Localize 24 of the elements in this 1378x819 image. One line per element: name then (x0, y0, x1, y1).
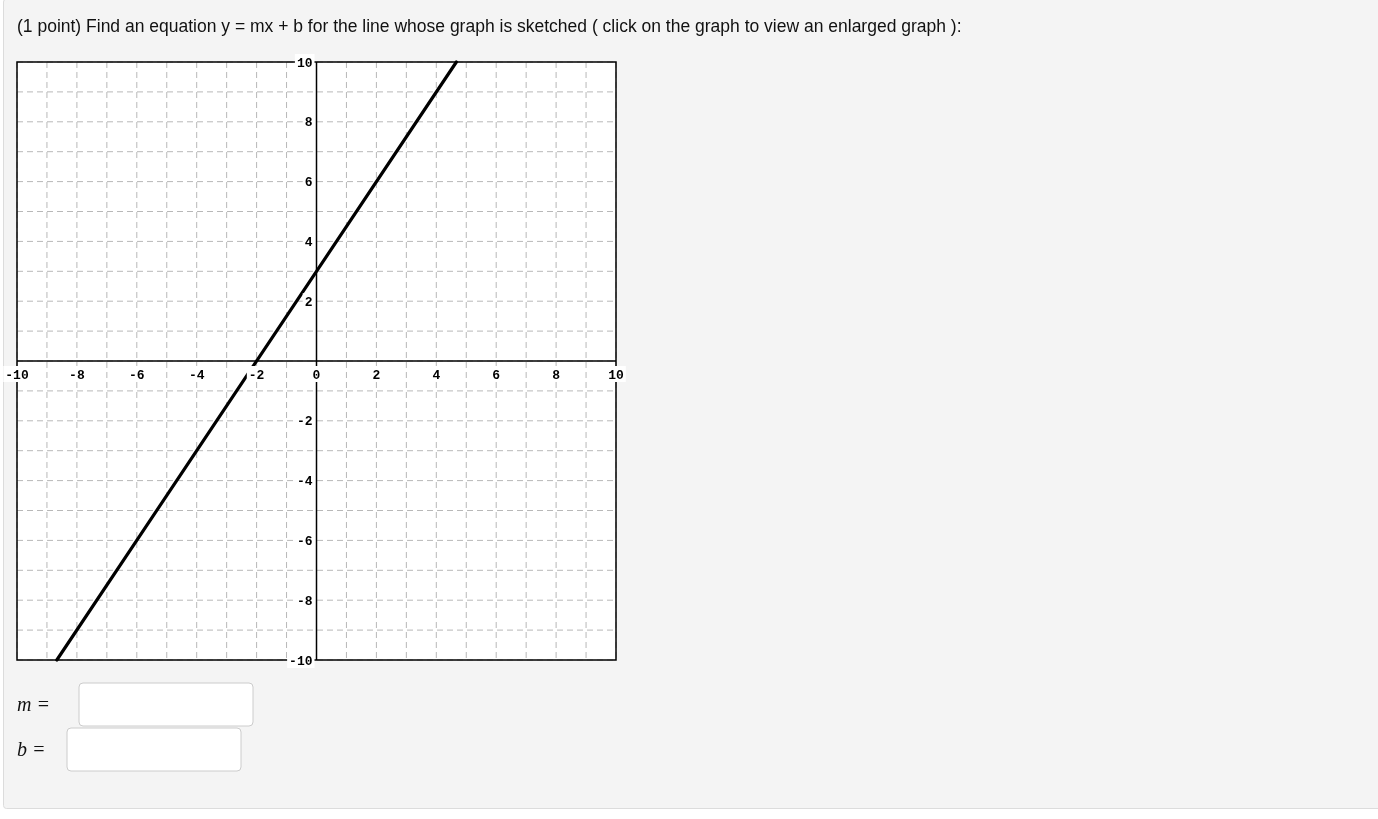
y-tick-label: 10 (296, 55, 313, 71)
y-tick-label: 6 (304, 175, 313, 191)
x-tick-label: 10 (608, 367, 624, 383)
x-tick-label: 4 (432, 367, 441, 383)
text: m = (17, 693, 50, 715)
text: b = (17, 738, 46, 760)
x-tick-label: -2 (248, 367, 265, 383)
x-tick-label: -6 (129, 367, 145, 383)
x-tick-label: 6 (492, 367, 501, 383)
x-tick-label: 8 (552, 367, 561, 383)
y-tick-label: -4 (296, 474, 313, 490)
x-tick-label: -10 (5, 367, 29, 383)
chart-title: (1 point) Find an equation y = mx + b for the line whose graph is sketched ( click on the graph to view an enlarged graph ): (17, 16, 962, 36)
x-tick-label: -4 (188, 367, 205, 383)
y-tick-label: -10 (289, 653, 313, 669)
x-tick-label: -8 (69, 367, 85, 383)
y-tick-label: 8 (304, 115, 313, 131)
x-tick-label: 2 (372, 367, 381, 383)
x-tick-label: 0 (312, 367, 321, 383)
y-tick-label: -6 (296, 533, 313, 549)
y-tick-label: -8 (296, 593, 313, 609)
y-tick-label: -2 (296, 414, 313, 430)
y-tick-label: 4 (304, 234, 313, 250)
y-tick-label: 2 (304, 294, 313, 310)
